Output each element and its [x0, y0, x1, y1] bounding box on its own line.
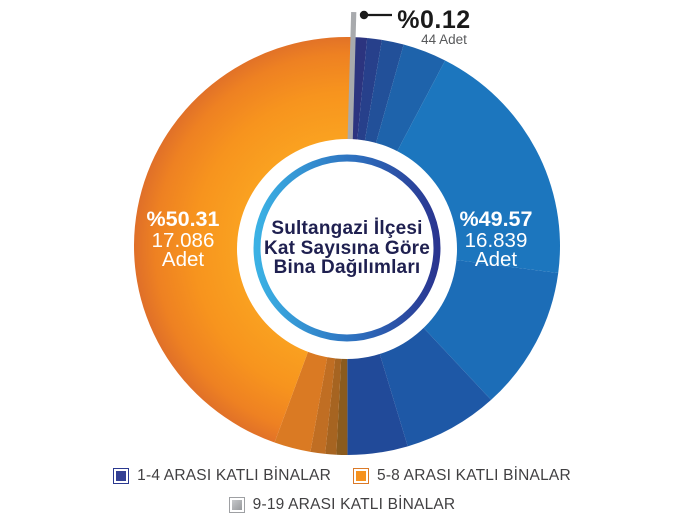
donut-hole: [237, 139, 457, 359]
callout-percent: %0.12: [397, 6, 471, 34]
legend-label: 1-4 ARASI KATLI BİNALAR: [137, 467, 331, 484]
callout-count: 44 Adet: [421, 32, 467, 47]
legend-swatch-orange-icon: [353, 468, 369, 484]
center-ring: [253, 154, 441, 342]
legend-swatch-gray-icon: [228, 497, 245, 513]
segment-label-5-8: %50.31 17.086 Adet: [113, 207, 253, 271]
segment-count: 16.839: [464, 229, 528, 252]
center-title: Sultangazi İlçesi Kat Sayısına Göre Bina…: [247, 219, 447, 278]
segment-percent: %49.57: [459, 207, 533, 231]
center-title-line3: Bina Dağılımları: [273, 257, 421, 278]
legend-row-1: 1-4 ARASI KATLI BİNALAR 5-8 ARASI KATLI …: [0, 467, 684, 485]
legend-label: 5-8 ARASI KATLI BİNALAR: [377, 467, 571, 484]
legend-row-2: 9-19 ARASI KATLI BİNALAR: [0, 496, 684, 514]
center-title-line2: Kat Sayısına Göre: [263, 237, 431, 259]
legend-item-9-19: 9-19 ARASI KATLI BİNALAR: [228, 496, 456, 514]
segment-count: 17.086: [151, 229, 215, 252]
pie-segment-9-19-sliver: [347, 12, 357, 151]
segment-percent: %50.31: [146, 207, 220, 231]
legend-label: 9-19 ARASI KATLI BİNALAR: [252, 496, 456, 513]
legend-item-5-8: 5-8 ARASI KATLI BİNALAR: [353, 467, 571, 485]
segment-unit: Adet: [474, 248, 518, 271]
callout-dot: [359, 10, 369, 20]
segment-label-1-4: %49.57 16.839 Adet: [426, 207, 566, 271]
center-title-line1: Sultangazi İlçesi: [271, 218, 423, 239]
legend-swatch-blue-icon: [113, 468, 130, 484]
segment-unit: Adet: [161, 248, 205, 271]
legend-item-1-4: 1-4 ARASI KATLI BİNALAR: [113, 467, 331, 485]
